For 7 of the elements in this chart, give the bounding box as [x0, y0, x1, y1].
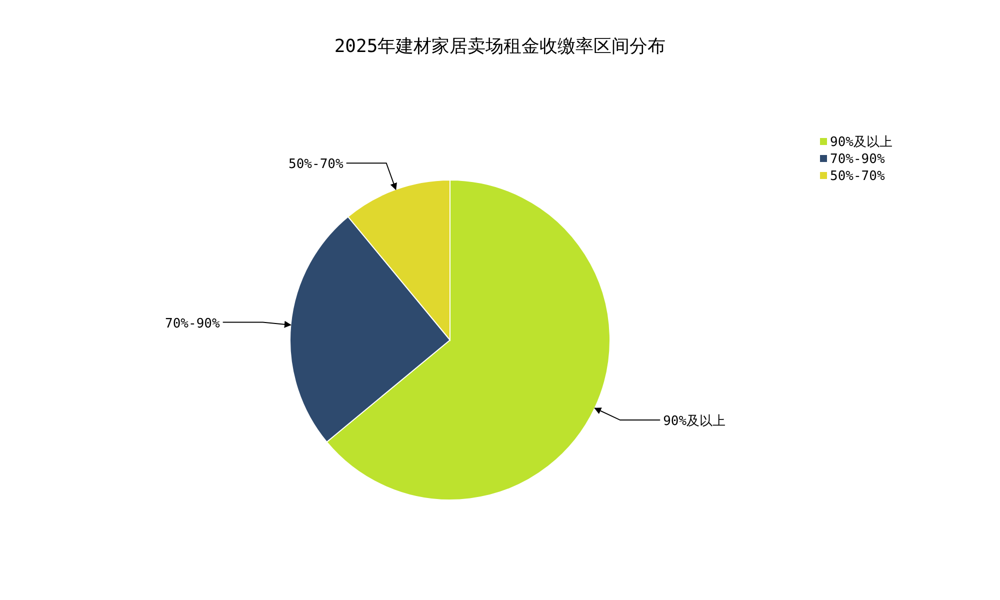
legend-label: 50%-70%	[830, 169, 885, 184]
slice-label: 70%-90%	[165, 316, 220, 332]
legend-label: 90%及以上	[830, 135, 892, 150]
chart-title: 2025年建材家居卖场租金收缴率区间分布	[334, 36, 666, 57]
legend-label: 70%-90%	[830, 152, 885, 167]
slice-label: 90%及以上	[663, 414, 726, 430]
slice-label: 50%-70%	[288, 157, 344, 172]
